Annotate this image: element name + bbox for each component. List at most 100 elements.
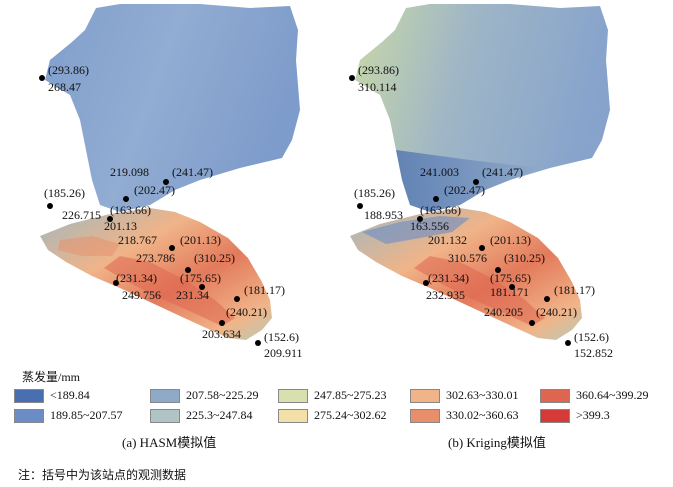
station-obs: (310.25) bbox=[194, 251, 235, 265]
station-obs: (202.47) bbox=[134, 183, 175, 197]
legend-label: 360.64~399.29 bbox=[576, 388, 649, 402]
legend-label: 247.85~275.23 bbox=[314, 388, 387, 402]
station-sim: 203.634 bbox=[202, 327, 241, 341]
station-dot bbox=[47, 203, 53, 209]
legend-title: 蒸发量/mm bbox=[22, 370, 81, 384]
station-sim: 218.767 bbox=[118, 233, 157, 247]
station-obs: (241.47) bbox=[482, 165, 523, 179]
station-dot bbox=[479, 245, 485, 251]
station-obs: (310.25) bbox=[504, 251, 545, 265]
legend-swatch bbox=[410, 408, 440, 423]
station-obs: (240.21) bbox=[226, 305, 267, 319]
station-dot bbox=[473, 179, 479, 185]
legend-label: 225.3~247.84 bbox=[186, 408, 253, 422]
station-sim: 231.34 bbox=[176, 288, 209, 302]
legend-item: 225.3~247.84 bbox=[150, 408, 253, 423]
legend-swatch bbox=[14, 388, 44, 403]
station-obs: (185.26) bbox=[354, 186, 395, 200]
station-dot bbox=[495, 267, 501, 273]
caption-kriging: (b) Kriging模拟值 bbox=[448, 435, 546, 450]
station-dot bbox=[565, 340, 571, 346]
station-dot bbox=[417, 216, 423, 222]
station-sim: 209.911 bbox=[264, 346, 303, 360]
kriging-stations: (293.86) 310.114 (241.47) 241.003 (202.4… bbox=[349, 63, 613, 360]
station-dot bbox=[357, 203, 363, 209]
station-obs: (152.6) bbox=[264, 330, 299, 344]
legend-item: 360.64~399.29 bbox=[540, 388, 649, 403]
legend: 蒸发量/mm <189.84 189.85~207.57 207.58~225.… bbox=[8, 368, 668, 428]
station-dot bbox=[234, 296, 240, 302]
legend-item: 247.85~275.23 bbox=[278, 388, 387, 403]
station-dot bbox=[169, 245, 175, 251]
station-sim: 310.576 bbox=[448, 251, 487, 265]
legend-label: 207.58~225.29 bbox=[186, 388, 259, 402]
legend-item: 330.02~360.63 bbox=[410, 408, 519, 423]
station-obs: (240.21) bbox=[536, 305, 577, 319]
station-sim: 201.13 bbox=[104, 219, 137, 233]
station-obs: (181.17) bbox=[554, 283, 595, 297]
legend-item: 302.63~330.01 bbox=[410, 388, 519, 403]
station-dot bbox=[107, 216, 113, 222]
station-dot bbox=[199, 284, 205, 290]
legend-swatch bbox=[278, 408, 308, 423]
legend-label: <189.84 bbox=[50, 388, 90, 402]
station-dot bbox=[123, 196, 129, 202]
hasm-map bbox=[40, 4, 300, 340]
hasm-region-upper bbox=[45, 4, 300, 212]
station-obs: (231.34) bbox=[428, 271, 469, 285]
station-sim: 268.47 bbox=[48, 80, 81, 94]
station-sim: 201.132 bbox=[428, 233, 467, 247]
station-sim: 249.756 bbox=[122, 288, 161, 302]
station-dot bbox=[185, 267, 191, 273]
legend-swatch bbox=[150, 388, 180, 403]
legend-swatch bbox=[14, 408, 44, 423]
station-obs: (163.66) bbox=[420, 203, 461, 217]
station-sim: 273.786 bbox=[136, 251, 175, 265]
station-dot bbox=[509, 284, 515, 290]
kriging-cool-band bbox=[362, 216, 470, 244]
legend-label: 189.85~207.57 bbox=[50, 408, 123, 422]
legend-swatch bbox=[540, 388, 570, 403]
legend-swatch bbox=[150, 408, 180, 423]
evaporation-maps: (293.86) 268.47 (241.47) 219.098 (202.47… bbox=[39, 4, 613, 360]
legend-swatch bbox=[410, 388, 440, 403]
hasm-stations: (293.86) 268.47 (241.47) 219.098 (202.47… bbox=[39, 63, 303, 360]
station-dot bbox=[433, 196, 439, 202]
station-obs: (163.66) bbox=[110, 203, 151, 217]
station-dot bbox=[113, 280, 119, 286]
station-sim: 152.852 bbox=[574, 346, 613, 360]
station-obs: (293.86) bbox=[48, 63, 89, 77]
station-obs: (175.65) bbox=[490, 271, 531, 285]
hasm-hot-core bbox=[104, 256, 235, 326]
station-dot bbox=[529, 320, 535, 326]
station-sim: 181.171 bbox=[490, 285, 529, 299]
station-sim: 310.114 bbox=[358, 80, 397, 94]
station-dot bbox=[544, 296, 550, 302]
station-obs: (293.86) bbox=[358, 63, 399, 77]
station-dot bbox=[255, 340, 261, 346]
station-dot bbox=[219, 320, 225, 326]
caption-hasm: (a) HASM模拟值 bbox=[122, 435, 217, 450]
station-obs: (175.65) bbox=[180, 271, 221, 285]
station-obs: (202.47) bbox=[444, 183, 485, 197]
legend-swatch bbox=[278, 388, 308, 403]
legend-item: 275.24~302.62 bbox=[278, 408, 387, 423]
station-sim: 240.205 bbox=[484, 305, 523, 319]
station-dot bbox=[163, 179, 169, 185]
station-dot bbox=[423, 280, 429, 286]
station-sim: 219.098 bbox=[110, 165, 149, 179]
legend-item: 207.58~225.29 bbox=[150, 388, 259, 403]
station-obs: (201.13) bbox=[490, 233, 531, 247]
station-dot bbox=[39, 75, 45, 81]
station-sim: 163.556 bbox=[410, 219, 449, 233]
station-sim: 226.715 bbox=[62, 208, 101, 222]
hasm-hot-core-2 bbox=[58, 236, 120, 256]
legend-label: >399.3 bbox=[576, 408, 610, 422]
legend-label: 330.02~360.63 bbox=[446, 408, 519, 422]
kriging-map bbox=[350, 4, 610, 340]
station-dot bbox=[349, 75, 355, 81]
station-obs: (152.6) bbox=[574, 330, 609, 344]
station-obs: (185.26) bbox=[44, 186, 85, 200]
legend-swatch bbox=[540, 408, 570, 423]
legend-item: 189.85~207.57 bbox=[14, 408, 123, 423]
